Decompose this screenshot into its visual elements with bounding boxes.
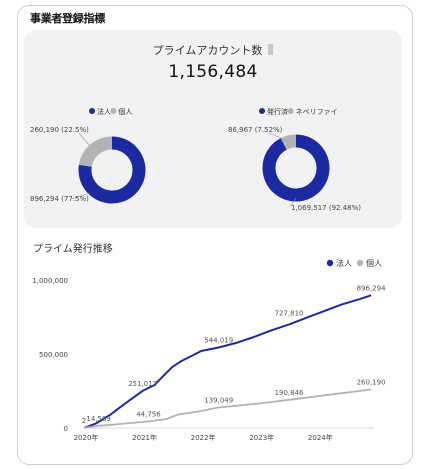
data-label-1-1: 44,756 <box>136 410 161 418</box>
kpi-card: プライムアカウント数 <box>24 42 402 58</box>
x-tick-label-0: 2020年 <box>74 433 99 442</box>
data-label-1-0: 14,589 <box>86 415 111 423</box>
data-label-1-2: 139,049 <box>204 396 233 404</box>
donut-slice-0-1 <box>78 136 113 168</box>
donut-data-label-0-1: 260,190 (22.5%) <box>30 126 89 134</box>
y-tick-label-2: 1,000,000 <box>32 277 68 285</box>
legend-marker-0-1 <box>110 108 117 114</box>
legend-marker-1-0 <box>259 108 265 114</box>
kpi-label: プライムアカウント数 <box>152 44 263 57</box>
trend-chart-title: プライム発行推移 <box>33 244 113 255</box>
page-title: 事業者登録指標 <box>30 12 105 25</box>
data-label-0-0: 2 <box>82 417 86 425</box>
donut-data-label-0-0: 896,294 (77.5%) <box>30 195 89 203</box>
data-label-1-3: 190,846 <box>275 389 304 397</box>
legend-label-0-0: 法人 <box>97 107 111 116</box>
legend-label-1-0: 発行済 <box>267 107 288 116</box>
y-tick-label-0: 0 <box>64 425 68 433</box>
data-label-0-1: 251,012 <box>128 380 157 388</box>
donut-slice-1-0 <box>262 134 330 202</box>
x-tick-label-4: 2024年 <box>308 433 333 442</box>
series-line-0 <box>83 294 372 429</box>
donut-leader-1-1 <box>268 132 289 142</box>
series-line-1 <box>83 388 372 429</box>
line-legend-label-1: 個人 <box>366 258 382 268</box>
x-tick-label-1: 2021年 <box>132 433 157 442</box>
line-legend-marker-0 <box>326 259 334 267</box>
data-label-0-3: 727,810 <box>275 309 304 317</box>
data-label-1-4: 260,190 <box>357 378 386 386</box>
x-tick-label-2: 2022年 <box>191 433 216 442</box>
donut-data-label-1-1: 86,967 (7.52%) <box>228 126 283 134</box>
donut-leader-1-0 <box>289 197 297 208</box>
line-legend-label-0: 法人 <box>336 258 352 268</box>
donut-slice-0-0 <box>78 136 146 204</box>
kpi-indicator-icon <box>268 44 274 55</box>
donut-leader-0-0 <box>71 192 90 200</box>
summary-panel: プライムアカウント数 1,156,484 <box>24 30 402 228</box>
line-legend-marker-1 <box>356 259 364 267</box>
legend-marker-1-1 <box>287 108 294 114</box>
legend-label-0-1: 個人 <box>118 107 132 116</box>
legend-marker-0-0 <box>89 108 95 114</box>
y-tick-label-1: 500,000 <box>39 351 68 359</box>
donut-slice-1-1 <box>280 134 297 150</box>
kpi-value: 1,156,484 <box>168 62 258 82</box>
donut-data-label-1-0: 1,069,517 (92.48%) <box>291 204 361 212</box>
x-tick-label-3: 2023年 <box>249 433 274 442</box>
donut-leader-0-1 <box>78 132 91 147</box>
data-label-0-2: 544,019 <box>204 336 233 344</box>
data-label-0-4: 896,294 <box>357 284 386 292</box>
legend-label-1-1: ネベリファイ <box>296 108 338 116</box>
